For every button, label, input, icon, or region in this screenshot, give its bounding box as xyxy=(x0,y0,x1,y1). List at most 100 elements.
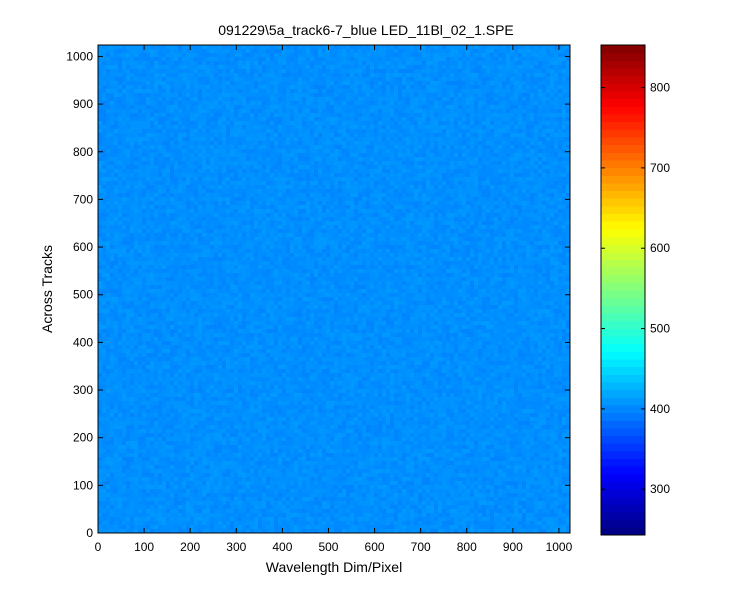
colorbar-band xyxy=(601,374,645,383)
colorbar-band xyxy=(601,351,645,360)
x-tick-label: 0 xyxy=(95,540,102,554)
colorbar-band xyxy=(601,121,645,130)
colorbar-band xyxy=(601,60,645,69)
colorbar-band xyxy=(601,198,645,207)
y-tick-label: 0 xyxy=(86,526,93,540)
colorbar-band xyxy=(601,228,645,238)
y-tick-label: 500 xyxy=(73,288,93,302)
colorbar-tick-label: 600 xyxy=(650,241,670,255)
colorbar-band xyxy=(601,420,645,429)
colorbar-band xyxy=(601,221,645,230)
y-tick-label: 600 xyxy=(73,240,93,254)
colorbar-bands xyxy=(601,45,645,536)
colorbar-band xyxy=(601,519,645,528)
y-tick-label: 800 xyxy=(73,145,93,159)
colorbar-band xyxy=(601,136,645,146)
colorbar-band xyxy=(601,213,645,222)
colorbar-band xyxy=(601,167,645,176)
colorbar-band xyxy=(601,83,645,92)
colorbar-band xyxy=(601,404,645,414)
x-tick-label: 1000 xyxy=(546,540,573,554)
colorbar-band xyxy=(601,312,645,322)
y-tick-label: 700 xyxy=(73,192,93,206)
heatmap-cell-group xyxy=(98,45,570,533)
colorbar-band xyxy=(601,251,645,260)
colorbar-band xyxy=(601,297,645,306)
colorbar-band xyxy=(601,90,645,100)
colorbar-band xyxy=(601,129,645,138)
x-tick-label: 800 xyxy=(457,540,477,554)
colorbar-band xyxy=(601,259,645,268)
colorbar-band xyxy=(601,290,645,299)
colorbar-band xyxy=(601,52,645,61)
colorbar-tick-label: 500 xyxy=(650,322,670,336)
colorbar-band xyxy=(601,435,645,444)
colorbar-band xyxy=(601,159,645,169)
colorbar-band xyxy=(601,113,645,123)
heatmap-plot xyxy=(97,44,571,534)
colorbar-band xyxy=(601,450,645,460)
x-tick-label: 500 xyxy=(318,540,338,554)
x-tick-label: 900 xyxy=(503,540,523,554)
y-tick-label: 900 xyxy=(73,97,93,111)
plot-frame xyxy=(97,44,571,534)
colorbar-frame xyxy=(600,44,646,536)
chart-title: 091229\5a_track6-7_blue LED_11Bl_02_1.SP… xyxy=(218,22,514,38)
colorbar-band xyxy=(601,389,645,398)
colorbar-band xyxy=(601,282,645,291)
colorbar-band xyxy=(601,343,645,352)
colorbar-band xyxy=(601,527,645,536)
x-tick-label: 400 xyxy=(272,540,292,554)
colorbar-band xyxy=(601,481,645,490)
colorbar-band xyxy=(601,397,645,406)
heatmap-cell-group xyxy=(98,45,570,533)
colorbar-band xyxy=(601,458,645,467)
x-tick-label: 100 xyxy=(134,540,154,554)
y-tick-label: 300 xyxy=(73,383,93,397)
colorbar-band xyxy=(601,244,645,253)
colorbar-band xyxy=(601,75,645,84)
y-tick-label: 100 xyxy=(73,478,93,492)
colorbar-band xyxy=(601,236,645,245)
colorbar-tick-label: 300 xyxy=(650,482,670,496)
colorbar-band xyxy=(601,67,645,77)
y-axis-ticks: 0 100 200 300 400 500 600 700 800 900 1000 xyxy=(66,49,570,540)
colorbar-band xyxy=(601,473,645,483)
colorbar-band xyxy=(601,144,645,153)
colorbar: 300 400 500 600 700 800 xyxy=(600,44,670,536)
x-tick-label: 300 xyxy=(226,540,246,554)
colorbar-tick-label: 400 xyxy=(650,402,670,416)
colorbar-band xyxy=(601,504,645,513)
y-tick-label: 400 xyxy=(73,335,93,349)
colorbar-band xyxy=(601,366,645,375)
colorbar-band xyxy=(601,512,645,521)
x-tick-label: 600 xyxy=(365,540,385,554)
colorbar-band xyxy=(601,358,645,368)
colorbar-band xyxy=(601,381,645,391)
colorbar-band xyxy=(601,175,645,184)
colorbar-tick-label: 800 xyxy=(650,81,670,95)
colorbar-band xyxy=(601,496,645,505)
y-tick-label: 1000 xyxy=(66,49,93,63)
x-tick-label: 200 xyxy=(180,540,200,554)
colorbar-band xyxy=(601,335,645,345)
colorbar-band xyxy=(601,320,645,329)
colorbar-band xyxy=(601,182,645,192)
colorbar-tick-label: 700 xyxy=(650,161,670,175)
colorbar-band xyxy=(601,98,645,107)
colorbar-band xyxy=(601,443,645,452)
colorbar-band xyxy=(601,328,645,337)
x-tick-label: 700 xyxy=(411,540,431,554)
y-tick-label: 200 xyxy=(73,431,93,445)
x-axis-ticks: 0 100 200 300 400 500 600 700 800 900 1000 xyxy=(95,45,573,554)
colorbar-ticks: 300 400 500 600 700 800 xyxy=(601,81,670,496)
y-axis-label: Across Tracks xyxy=(39,245,55,333)
colorbar-band xyxy=(601,412,645,421)
colorbar-band xyxy=(601,45,645,54)
colorbar-band xyxy=(601,489,645,498)
colorbar-band xyxy=(601,205,645,215)
colorbar-band xyxy=(601,427,645,437)
colorbar-band xyxy=(601,466,645,475)
heatmap-noise xyxy=(98,45,570,533)
